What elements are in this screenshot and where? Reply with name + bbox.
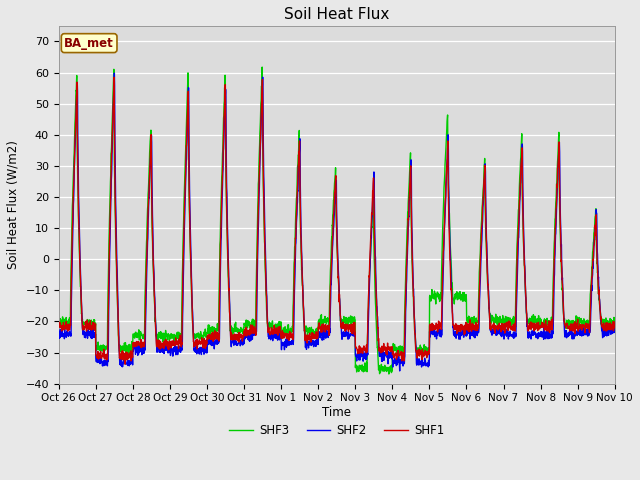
SHF3 <box>499 312 506 318</box>
SHF1 <box>562 321 570 327</box>
SHF1 <box>578 325 586 331</box>
SHF3 <box>353 363 361 369</box>
SHF1 <box>55 322 63 327</box>
SHF3 <box>210 326 218 332</box>
SHF1 <box>353 347 361 352</box>
SHF2 <box>111 70 118 76</box>
Y-axis label: Soil Heat Flux (W/m2): Soil Heat Flux (W/m2) <box>7 140 20 269</box>
SHF1 <box>365 274 373 280</box>
SHF1 <box>499 324 506 330</box>
SHF1 <box>211 333 218 339</box>
SHF3 <box>259 64 266 70</box>
Legend: SHF3, SHF2, SHF1: SHF3, SHF2, SHF1 <box>225 420 449 442</box>
Line: SHF3: SHF3 <box>59 67 615 374</box>
SHF1 <box>122 361 129 367</box>
SHF3 <box>562 321 570 326</box>
SHF3 <box>385 371 393 377</box>
SHF1 <box>611 325 619 331</box>
SHF3 <box>578 322 586 328</box>
SHF3 <box>611 320 619 325</box>
Text: BA_met: BA_met <box>64 36 114 49</box>
SHF2 <box>396 368 404 374</box>
X-axis label: Time: Time <box>322 406 351 419</box>
SHF2 <box>562 329 570 335</box>
SHF1 <box>110 74 118 80</box>
SHF2 <box>578 330 586 336</box>
Line: SHF2: SHF2 <box>59 73 615 371</box>
SHF2 <box>611 329 619 335</box>
SHF2 <box>499 328 506 334</box>
SHF2 <box>353 353 361 359</box>
SHF2 <box>210 340 218 346</box>
SHF2 <box>55 332 63 338</box>
SHF2 <box>365 293 373 299</box>
SHF3 <box>55 320 63 325</box>
Line: SHF1: SHF1 <box>59 77 615 364</box>
SHF3 <box>365 286 373 292</box>
Title: Soil Heat Flux: Soil Heat Flux <box>284 7 389 22</box>
